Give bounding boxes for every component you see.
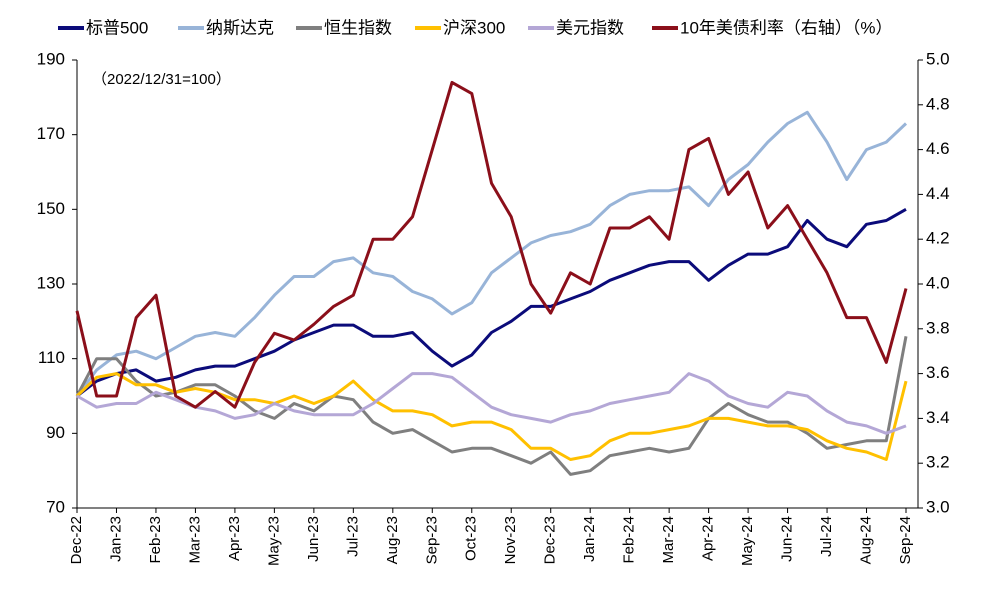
x-tick-label: Mar-24 xyxy=(660,516,677,564)
legend-label: 10年美债利率（右轴）（%） xyxy=(680,18,893,37)
legend-label: 纳斯达克 xyxy=(206,18,274,37)
series-line xyxy=(76,372,907,435)
legend-label: 沪深300 xyxy=(443,18,505,37)
y2-tick-label: 3.8 xyxy=(926,318,950,337)
x-tick-label: Apr-24 xyxy=(700,516,717,561)
y2-tick-label: 4.4 xyxy=(926,184,950,203)
y-tick-label: 130 xyxy=(37,273,65,292)
x-tick-label: Oct-23 xyxy=(463,516,480,561)
annotation: （2022/12/31=100） xyxy=(92,71,231,88)
x-tick-label: Aug-23 xyxy=(384,516,401,564)
legend-label: 标普500 xyxy=(86,18,148,37)
y2-tick-label: 3.2 xyxy=(926,453,950,472)
y-tick-label: 70 xyxy=(46,497,65,516)
y-tick-label: 110 xyxy=(38,348,65,367)
series-line xyxy=(75,336,908,476)
legend-label: 美元指数 xyxy=(556,18,624,37)
x-tick-label: Sep-24 xyxy=(897,516,914,564)
legend-label: 恒生指数 xyxy=(324,18,392,37)
x-tick-label: Jul-24 xyxy=(818,516,835,557)
x-tick-label: Jul-23 xyxy=(344,516,361,557)
y2-tick-label: 4.6 xyxy=(926,139,950,158)
x-tick-label: Jan-23 xyxy=(107,516,124,562)
x-tick-label: Sep-23 xyxy=(423,516,440,564)
x-tick-label: Aug-24 xyxy=(857,516,874,564)
x-tick-label: Mar-23 xyxy=(186,516,203,564)
y-tick-label: 90 xyxy=(46,423,65,442)
y-tick-label: 170 xyxy=(37,124,65,143)
x-tick-label: Apr-23 xyxy=(226,516,243,561)
x-tick-label: May-24 xyxy=(739,516,756,566)
x-tick-label: Jan-24 xyxy=(581,516,598,562)
y2-tick-label: 4.2 xyxy=(926,229,950,248)
x-tick-label: Dec-23 xyxy=(542,516,559,564)
y2-tick-label: 3.4 xyxy=(926,408,950,427)
x-tick-label: May-23 xyxy=(265,516,282,566)
x-tick-label: Feb-24 xyxy=(621,516,638,564)
series-line xyxy=(75,110,908,397)
series-line xyxy=(75,80,908,409)
x-tick-label: Dec-22 xyxy=(68,516,85,564)
x-tick-label: Jun-24 xyxy=(779,516,796,562)
y2-tick-label: 3.6 xyxy=(926,363,950,382)
y2-tick-label: 3.0 xyxy=(926,497,950,516)
series-line xyxy=(76,207,907,398)
y-tick-label: 150 xyxy=(37,199,65,218)
x-tick-label: Nov-23 xyxy=(502,516,519,564)
y2-tick-label: 4.8 xyxy=(926,94,950,113)
series-line xyxy=(75,372,908,461)
x-tick-label: Jun-23 xyxy=(305,516,322,562)
y2-tick-label: 5.0 xyxy=(926,49,950,68)
y2-tick-label: 4.0 xyxy=(926,273,950,292)
y-tick-label: 190 xyxy=(37,49,65,68)
x-tick-label: Feb-23 xyxy=(147,516,164,564)
